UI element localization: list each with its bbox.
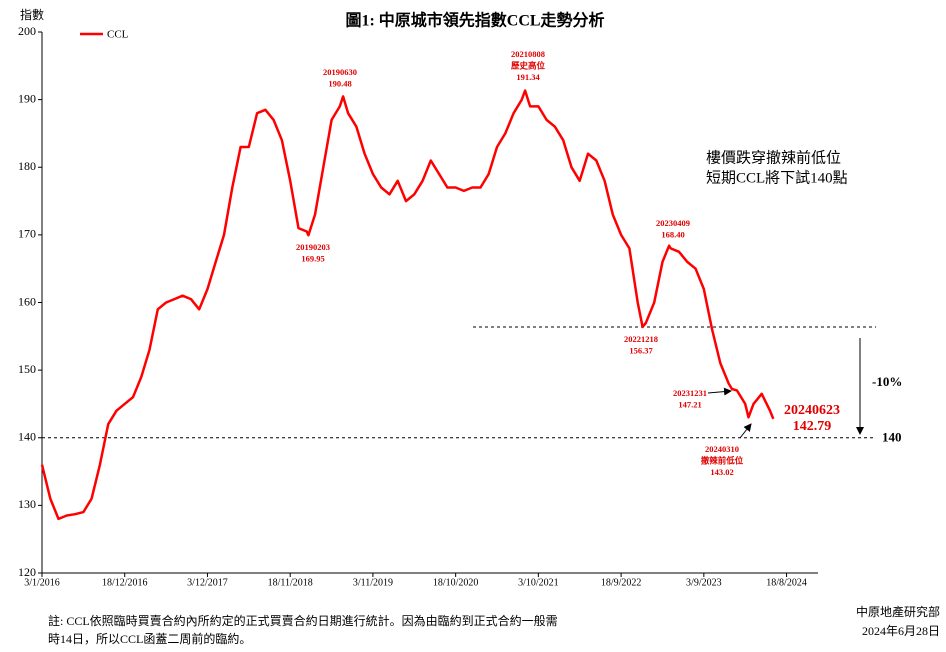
x-tick-label: 18/12/2016 (102, 577, 148, 588)
annotation: 撤辣前低位 (701, 455, 744, 465)
annotation: 20240623 (784, 403, 840, 418)
annotation: 20190630 (323, 67, 357, 77)
annotation: 147.21 (678, 399, 701, 409)
y-tick-label: 130 (18, 497, 36, 511)
callout: 短期CCL將下試140點 (706, 169, 848, 186)
x-tick-label: 18/10/2020 (433, 577, 479, 588)
annotation: 20240310 (705, 444, 739, 454)
annotation: 169.95 (301, 253, 324, 263)
annotation: 190.48 (328, 78, 351, 88)
x-tick-label: 18/8/2024 (766, 577, 807, 588)
y-axis-label: 指數 (20, 7, 44, 22)
x-tick-label: 18/11/2018 (268, 577, 313, 588)
annotation: 168.40 (661, 229, 684, 239)
drop-label: -10% (872, 374, 902, 389)
y-tick-label: 200 (18, 24, 36, 38)
x-tick-label: 18/9/2022 (601, 577, 642, 588)
y-tick-label: 160 (18, 294, 36, 308)
y-tick-label: 190 (18, 91, 36, 105)
annotation-arrow (707, 387, 732, 396)
y-tick-label: 150 (18, 362, 36, 376)
footnote: 註: CCL依照臨時買賣合約內所約定的正式買賣合約日期進行統計。因為由臨約到正式… (48, 613, 558, 628)
annotation: 143.02 (710, 467, 733, 477)
legend-label: CCL (107, 29, 129, 41)
annotation: 20210808 (511, 49, 545, 59)
line (40, 89, 775, 521)
y-tick-label: 140 (18, 430, 36, 444)
annotation: 142.79 (793, 419, 832, 434)
source: 中原地產研究部 (856, 604, 940, 619)
x-tick-label: 3/1/2016 (24, 577, 60, 588)
x-tick-label: 3/9/2023 (686, 577, 722, 588)
x-tick-label: 3/11/2019 (353, 577, 393, 588)
y-tick-label: 170 (18, 227, 36, 241)
y-tick-label: 180 (18, 159, 36, 173)
y-tick-label: 120 (18, 565, 36, 579)
annotation: 歷史高位 (511, 60, 546, 70)
annotation: 20230409 (656, 218, 690, 228)
annotation-arrow (739, 423, 752, 439)
x-tick-label: 3/10/2021 (518, 577, 559, 588)
annotation: 191.34 (516, 72, 540, 82)
reference-label: 140 (882, 430, 902, 445)
annotation: 20231231 (673, 388, 707, 398)
annotation: 156.37 (629, 345, 653, 355)
x-tick-label: 3/12/2017 (187, 577, 228, 588)
chart-title: 圖1: 中原城市領先指數CCL走勢分析 (345, 11, 604, 30)
callout: 樓價跌穿撤辣前低位 (706, 149, 841, 166)
footnote: 時14日，所以CCL函蓋二周前的臨約。 (48, 631, 251, 646)
annotation: 20190203 (296, 242, 330, 252)
annotation: 20221218 (624, 334, 658, 344)
source-date: 2024年6月28日 (862, 624, 940, 638)
